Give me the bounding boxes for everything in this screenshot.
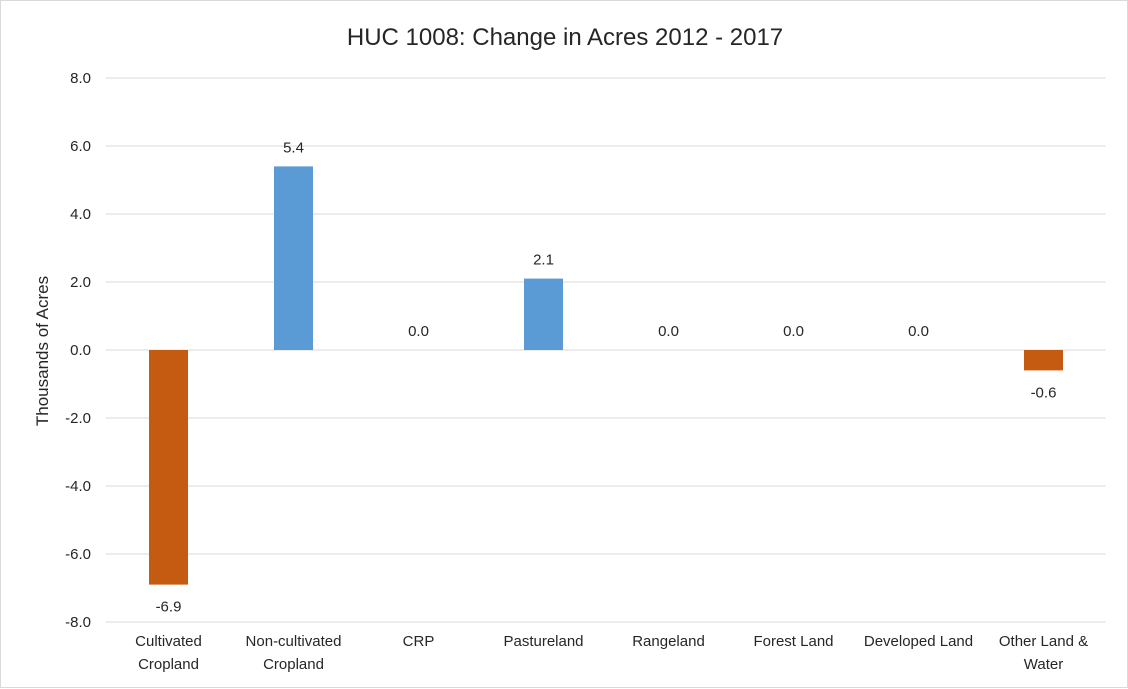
data-label: -6.9 [156,599,182,616]
y-axis-ticks: 8.0 6.0 4.0 2.0 0.0 -2.0 -4.0 -6.0 -8.0 [65,70,91,631]
category-label: Cropland [138,656,199,673]
category-label: Non-cultivated [246,633,342,650]
category-label: Water [1024,656,1063,673]
category-label: CRP [403,633,435,650]
y-tick-label: -4.0 [65,478,91,495]
category-label: Other Land & [999,633,1088,650]
y-tick-label: -2.0 [65,410,91,427]
category-label: Developed Land [864,633,973,650]
data-labels: -6.9 5.4 0.0 2.1 0.0 0.0 0.0 -0.6 [156,139,1057,615]
y-axis-title: Thousands of Acres [33,276,52,426]
y-tick-label: 2.0 [70,274,91,291]
category-label: Forest Land [753,633,833,650]
y-tick-label: 0.0 [70,342,91,359]
bars [149,166,1063,585]
gridlines [106,77,1106,623]
bar-0 [149,350,188,585]
x-axis-categories: Cultivated Cropland Non-cultivated Cropland… [135,633,1088,673]
y-tick-label: -8.0 [65,614,91,631]
chart-title: HUC 1008: Change in Acres 2012 - 2017 [347,24,783,51]
data-label: 0.0 [658,323,679,340]
bar-7 [1024,350,1063,371]
data-label: -0.6 [1031,384,1057,401]
y-tick-label: -6.0 [65,546,91,563]
category-label: Cropland [263,656,324,673]
y-tick-label: 4.0 [70,206,91,223]
y-tick-label: 8.0 [70,70,91,87]
data-label: 0.0 [908,323,929,340]
category-label: Pastureland [503,633,583,650]
bar-3 [524,278,563,350]
data-label: 5.4 [283,139,304,156]
data-label: 0.0 [408,323,429,340]
category-label: Cultivated [135,633,202,650]
data-label: 2.1 [533,252,554,269]
data-label: 0.0 [783,323,804,340]
bar-1 [274,166,313,350]
y-tick-label: 6.0 [70,138,91,155]
category-label: Rangeland [632,633,705,650]
